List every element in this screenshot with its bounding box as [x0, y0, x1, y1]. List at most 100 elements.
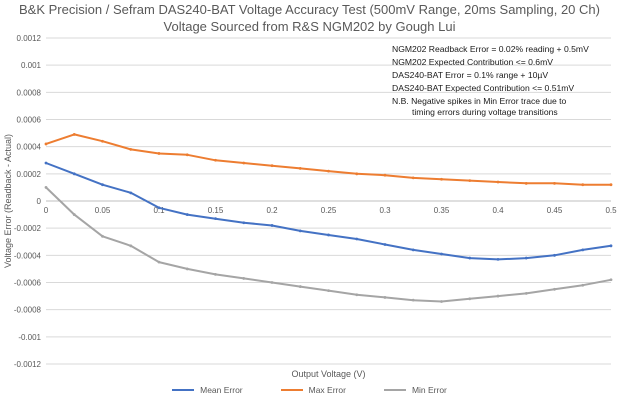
y-tick-label: -0.0012 — [14, 360, 42, 369]
legend-label-mean: Mean Error — [200, 385, 243, 395]
x-tick-label: 0.3 — [379, 206, 391, 215]
data-point-mean-error — [496, 258, 500, 261]
legend-item-mean[interactable]: Mean Error — [172, 385, 243, 395]
chart-legend: Mean Error Max Error Min Error — [0, 385, 619, 395]
data-point-mean-error — [157, 206, 161, 210]
data-point-mean-error — [44, 161, 48, 165]
data-point-max-error — [496, 180, 500, 184]
data-point-mean-error — [101, 183, 104, 187]
data-point-max-error — [72, 133, 76, 136]
data-point-min-error — [242, 277, 246, 280]
y-axis-title: Voltage Error (Readback - Actual) — [3, 134, 13, 268]
data-point-mean-error — [327, 233, 330, 237]
data-point-min-error — [327, 289, 330, 293]
data-point-max-error — [185, 153, 189, 157]
data-point-mean-error — [468, 256, 472, 260]
data-point-min-error — [411, 298, 415, 302]
x-tick-label: 0.35 — [434, 206, 450, 215]
data-point-min-error — [44, 186, 48, 189]
data-point-min-error — [524, 291, 528, 295]
x-tick-label: 0.5 — [605, 206, 617, 215]
x-tick-label: 0.05 — [95, 206, 111, 215]
data-point-max-error — [355, 172, 359, 176]
annotation-line-1: NGM202 Readback Error = 0.02% reading + … — [392, 44, 589, 54]
annotation-line-2: NGM202 Expected Contribution <= 0.6mV — [392, 57, 553, 67]
data-point-min-error — [553, 287, 556, 291]
data-point-max-error — [101, 139, 104, 143]
x-tick-label: 0.45 — [547, 206, 563, 215]
y-tick-label: 0 — [37, 197, 42, 206]
data-point-max-error — [553, 181, 556, 185]
data-point-max-error — [298, 167, 302, 170]
y-tick-label: 0.0002 — [17, 170, 42, 179]
data-point-mean-error — [383, 243, 387, 246]
data-point-min-error — [355, 293, 359, 297]
annotation-line-3: DAS240-BAT Error = 0.1% range + 10µV — [392, 70, 549, 80]
data-point-max-error — [270, 164, 274, 168]
legend-item-max[interactable]: Max Error — [280, 385, 346, 395]
y-tick-label: 0.0012 — [17, 34, 42, 43]
y-tick-label: 0.001 — [21, 61, 42, 70]
legend-swatch-max — [280, 389, 303, 391]
y-tick-label: 0.0008 — [17, 88, 42, 97]
y-tick-label: -0.001 — [18, 333, 41, 342]
data-point-mean-error — [553, 253, 556, 257]
x-tick-label: 0.15 — [208, 206, 224, 215]
data-point-max-error — [468, 179, 472, 183]
x-tick-label: 0.25 — [321, 206, 337, 215]
annotation-line-4: DAS240-BAT Expected Contribution <= 0.51… — [392, 83, 575, 93]
data-point-mean-error — [270, 224, 274, 227]
data-point-min-error — [129, 244, 133, 248]
series-line-max-error — [45, 133, 611, 186]
data-point-max-error — [157, 152, 161, 155]
data-point-min-error — [185, 267, 189, 271]
y-tick-label: 0.0004 — [17, 143, 42, 152]
legend-label-max: Max Error — [308, 385, 346, 395]
data-point-mean-error — [609, 244, 613, 248]
data-point-max-error — [242, 161, 246, 165]
data-point-mean-error — [581, 248, 585, 252]
data-point-mean-error — [129, 191, 133, 195]
data-point-max-error — [327, 169, 330, 173]
y-tick-label: -0.0002 — [14, 224, 42, 233]
data-point-min-error — [270, 281, 274, 284]
legend-swatch-mean — [172, 389, 195, 391]
data-point-mean-error — [185, 213, 189, 216]
chart-title: B&K Precision / Sefram DAS240-BAT Voltag… — [19, 2, 600, 17]
data-point-min-error — [581, 283, 585, 287]
data-point-max-error — [129, 147, 133, 151]
data-point-min-error — [72, 213, 76, 216]
data-point-mean-error — [411, 248, 415, 252]
data-point-min-error — [383, 296, 387, 299]
data-point-max-error — [411, 176, 415, 180]
data-point-min-error — [468, 297, 472, 301]
data-point-min-error — [609, 278, 613, 282]
y-tick-label: -0.0004 — [14, 251, 42, 260]
data-point-min-error — [214, 272, 217, 276]
data-point-mean-error — [355, 237, 359, 241]
legend-swatch-min — [383, 389, 406, 391]
annotation-line-5: N.B. Negative spikes in Min Error trace … — [392, 96, 567, 106]
legend-item-min[interactable]: Min Error — [383, 385, 447, 395]
x-axis-title: Output Voltage (V) — [291, 369, 365, 379]
data-point-mean-error — [242, 221, 246, 225]
x-tick-label: 0.2 — [266, 206, 278, 215]
data-point-mean-error — [214, 217, 217, 221]
data-point-max-error — [609, 183, 613, 187]
data-point-mean-error — [298, 229, 302, 233]
data-point-max-error — [44, 142, 48, 146]
data-point-mean-error — [72, 172, 76, 176]
data-point-max-error — [383, 173, 387, 177]
data-point-min-error — [440, 300, 443, 303]
annotation-line-6: timing errors during voltage transitions — [412, 107, 558, 117]
data-point-max-error — [524, 181, 528, 185]
data-point-min-error — [298, 285, 302, 288]
data-point-max-error — [581, 183, 585, 187]
y-tick-label: 0.0006 — [17, 116, 42, 125]
data-point-max-error — [214, 158, 217, 162]
x-tick-label: 0 — [44, 206, 49, 215]
x-tick-label: 0.1 — [153, 206, 165, 215]
data-point-min-error — [101, 234, 104, 238]
data-point-mean-error — [524, 256, 528, 260]
